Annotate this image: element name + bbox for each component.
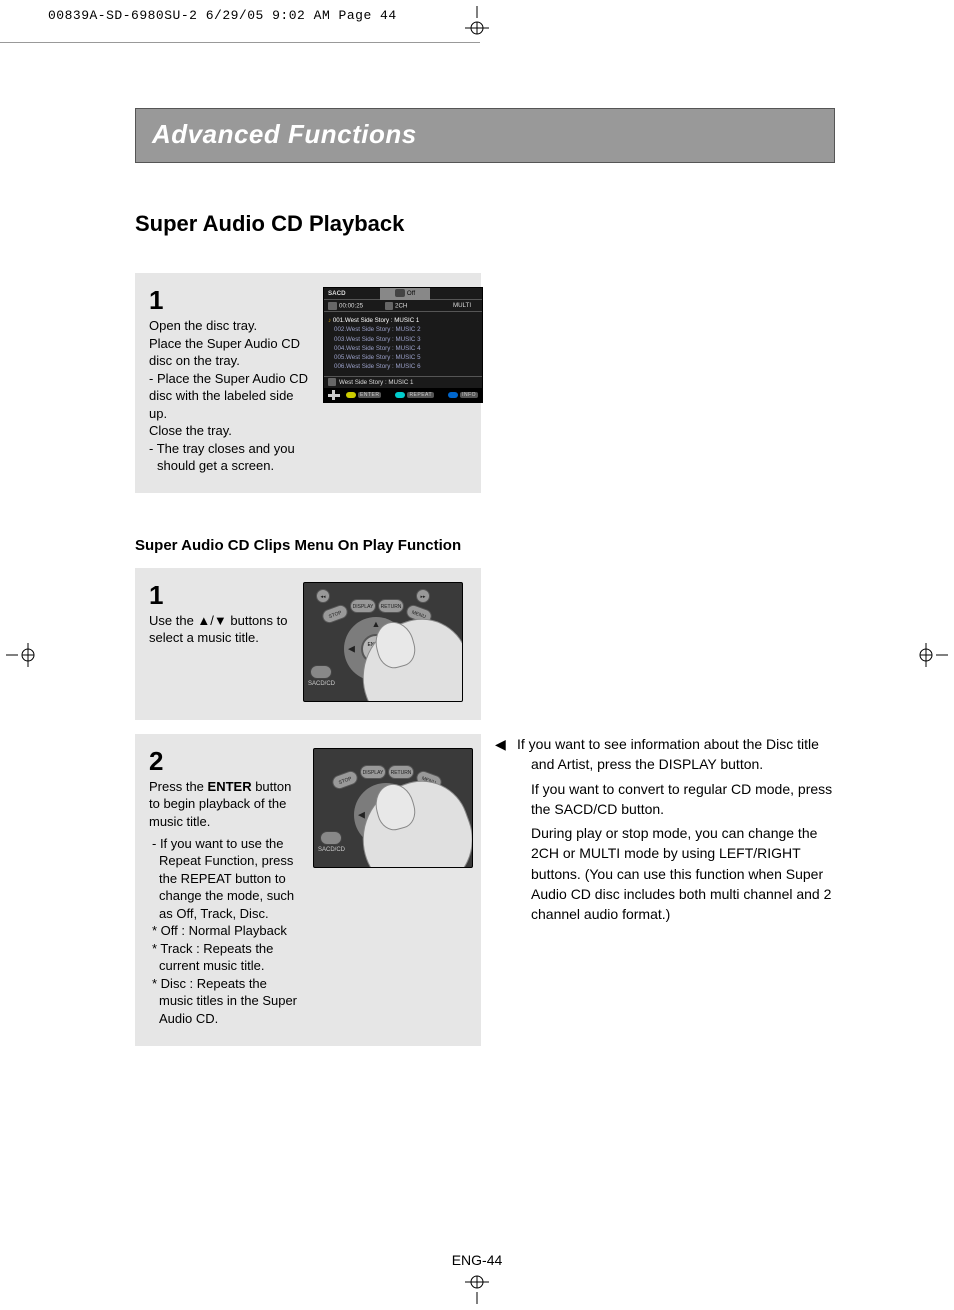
skip-fwd-icon: ▸▸ xyxy=(416,589,430,603)
sacd-cd-label: SACD/CD xyxy=(308,681,335,687)
sacd-now-playing: West Side Story : MUSIC 1 xyxy=(324,376,482,388)
sub-section-title: Super Audio CD Clips Menu On Play Functi… xyxy=(135,537,835,554)
step1-number: 1 xyxy=(149,287,309,313)
clips-step2-text: 2 Press the ENTER button to begin playba… xyxy=(149,748,299,1028)
sacd-track: 005.West Side Story : MUSIC 5 xyxy=(334,353,478,362)
display-button-icon: DISPLAY xyxy=(350,599,376,613)
stop-button-icon: STOP xyxy=(330,769,359,791)
sacd-screenshot: SACD Off 00:00:25 2CH MULTI ♪ 001.West S… xyxy=(323,287,483,475)
side-notes: ◀If you want to see information about th… xyxy=(513,734,835,929)
sacd-track: 002.West Side Story : MUSIC 2 xyxy=(334,325,478,334)
sacd-footer: ENTER REPEAT INFO xyxy=(324,388,482,402)
crop-mark-left-icon xyxy=(6,643,36,667)
chapter-title-bar: Advanced Functions xyxy=(135,108,835,163)
sacd-cd-button-icon xyxy=(310,665,332,679)
clips-step2-line: - If you want to use the Repeat Function… xyxy=(149,835,299,923)
clips-step2-box: 2 Press the ENTER button to begin playba… xyxy=(135,734,481,1046)
sacd-track: 006.West Side Story : MUSIC 6 xyxy=(334,362,478,371)
step1-text: 1 Open the disc tray. Place the Super Au… xyxy=(149,287,309,475)
clips-step2-number: 2 xyxy=(149,748,299,774)
clips-step2-line: * Off : Normal Playback xyxy=(149,922,299,940)
hairline-top xyxy=(0,42,480,43)
sacd-2ch: 2CH xyxy=(379,302,442,310)
clips-step1-number: 1 xyxy=(149,582,289,608)
print-header: 00839A-SD-6980SU-2 6/29/05 9:02 AM Page … xyxy=(48,8,397,23)
step1-line: - Place the Super Audio CD disc with the… xyxy=(149,370,309,423)
sacd-info-label: INFO xyxy=(460,392,478,398)
remote-illustration-2: STOP DISPLAY RETURN MENU ▲ ▼ ◀ ▶ ENTER⏎ xyxy=(313,748,473,1028)
page: 00839A-SD-6980SU-2 6/29/05 9:02 AM Page … xyxy=(0,0,954,1310)
clips-step1-box: 1 Use the ▲/▼ buttons to select a music … xyxy=(135,568,481,720)
clips-step2-line: * Track : Repeats the current music titl… xyxy=(149,940,299,975)
content-area: Advanced Functions Super Audio CD Playba… xyxy=(135,108,835,1046)
step1-line: - The tray closes and you should get a s… xyxy=(149,440,309,475)
sacd-repeat-label: REPEAT xyxy=(407,392,434,398)
step1-line: Open the disc tray. xyxy=(149,317,309,335)
sacd-cd-button-icon xyxy=(320,831,342,845)
clips-step2-line: * Disc : Repeats the music titles in the… xyxy=(149,975,299,1028)
clips-step1-text: 1 Use the ▲/▼ buttons to select a music … xyxy=(149,582,289,702)
sacd-track: ♪ 001.West Side Story : MUSIC 1 xyxy=(334,316,478,325)
section-title: Super Audio CD Playback xyxy=(135,211,835,237)
step1-line: Close the tray. xyxy=(149,422,309,440)
return-button-icon: RETURN xyxy=(378,599,404,613)
side-note-line: During play or stop mode, you can change… xyxy=(513,823,835,924)
sacd-track: 004.West Side Story : MUSIC 4 xyxy=(334,344,478,353)
sacd-track: 003.West Side Story : MUSIC 3 xyxy=(334,335,478,344)
sacd-enter-label: ENTER xyxy=(358,392,381,398)
clips-step1-body: Use the ▲/▼ buttons to select a music ti… xyxy=(149,612,289,647)
step1-box: 1 Open the disc tray. Place the Super Au… xyxy=(135,273,481,493)
return-button-icon: RETURN xyxy=(388,765,414,779)
stop-button-icon: STOP xyxy=(320,603,349,625)
sacd-time: 00:00:25 xyxy=(324,302,379,310)
sacd-track-list: ♪ 001.West Side Story : MUSIC 1 002.West… xyxy=(324,312,482,376)
remote-illustration-1: ◂◂ ▸▸ STOP DISPLAY RETURN MENU ▲ ▼ ◀ ▶ E… xyxy=(303,582,463,702)
clips-step2-row: 2 Press the ENTER button to begin playba… xyxy=(135,734,835,1046)
sacd-multi: MULTI xyxy=(442,302,482,309)
left-arrow-icon: ◀ xyxy=(358,809,365,820)
page-number: ENG-44 xyxy=(452,1252,503,1268)
sacd-cd-label: SACD/CD xyxy=(318,847,345,853)
crop-mark-right-icon xyxy=(918,643,948,667)
step1-line: Place the Super Audio CD disc on the tra… xyxy=(149,335,309,370)
skip-back-icon: ◂◂ xyxy=(316,589,330,603)
crop-mark-bottom-icon xyxy=(465,1274,489,1304)
left-arrow-icon: ◀ xyxy=(348,643,355,654)
sacd-label: SACD xyxy=(324,290,380,297)
hand-icon xyxy=(347,767,473,867)
dpad-icon xyxy=(328,390,340,400)
clips-step2-line: Press the ENTER button to begin playback… xyxy=(149,778,299,831)
side-note-line: ◀If you want to see information about th… xyxy=(513,734,835,775)
display-button-icon: DISPLAY xyxy=(360,765,386,779)
side-note-line: If you want to convert to regular CD mod… xyxy=(513,779,835,820)
crop-mark-top-icon xyxy=(465,6,489,36)
sacd-off: Off xyxy=(380,288,430,300)
